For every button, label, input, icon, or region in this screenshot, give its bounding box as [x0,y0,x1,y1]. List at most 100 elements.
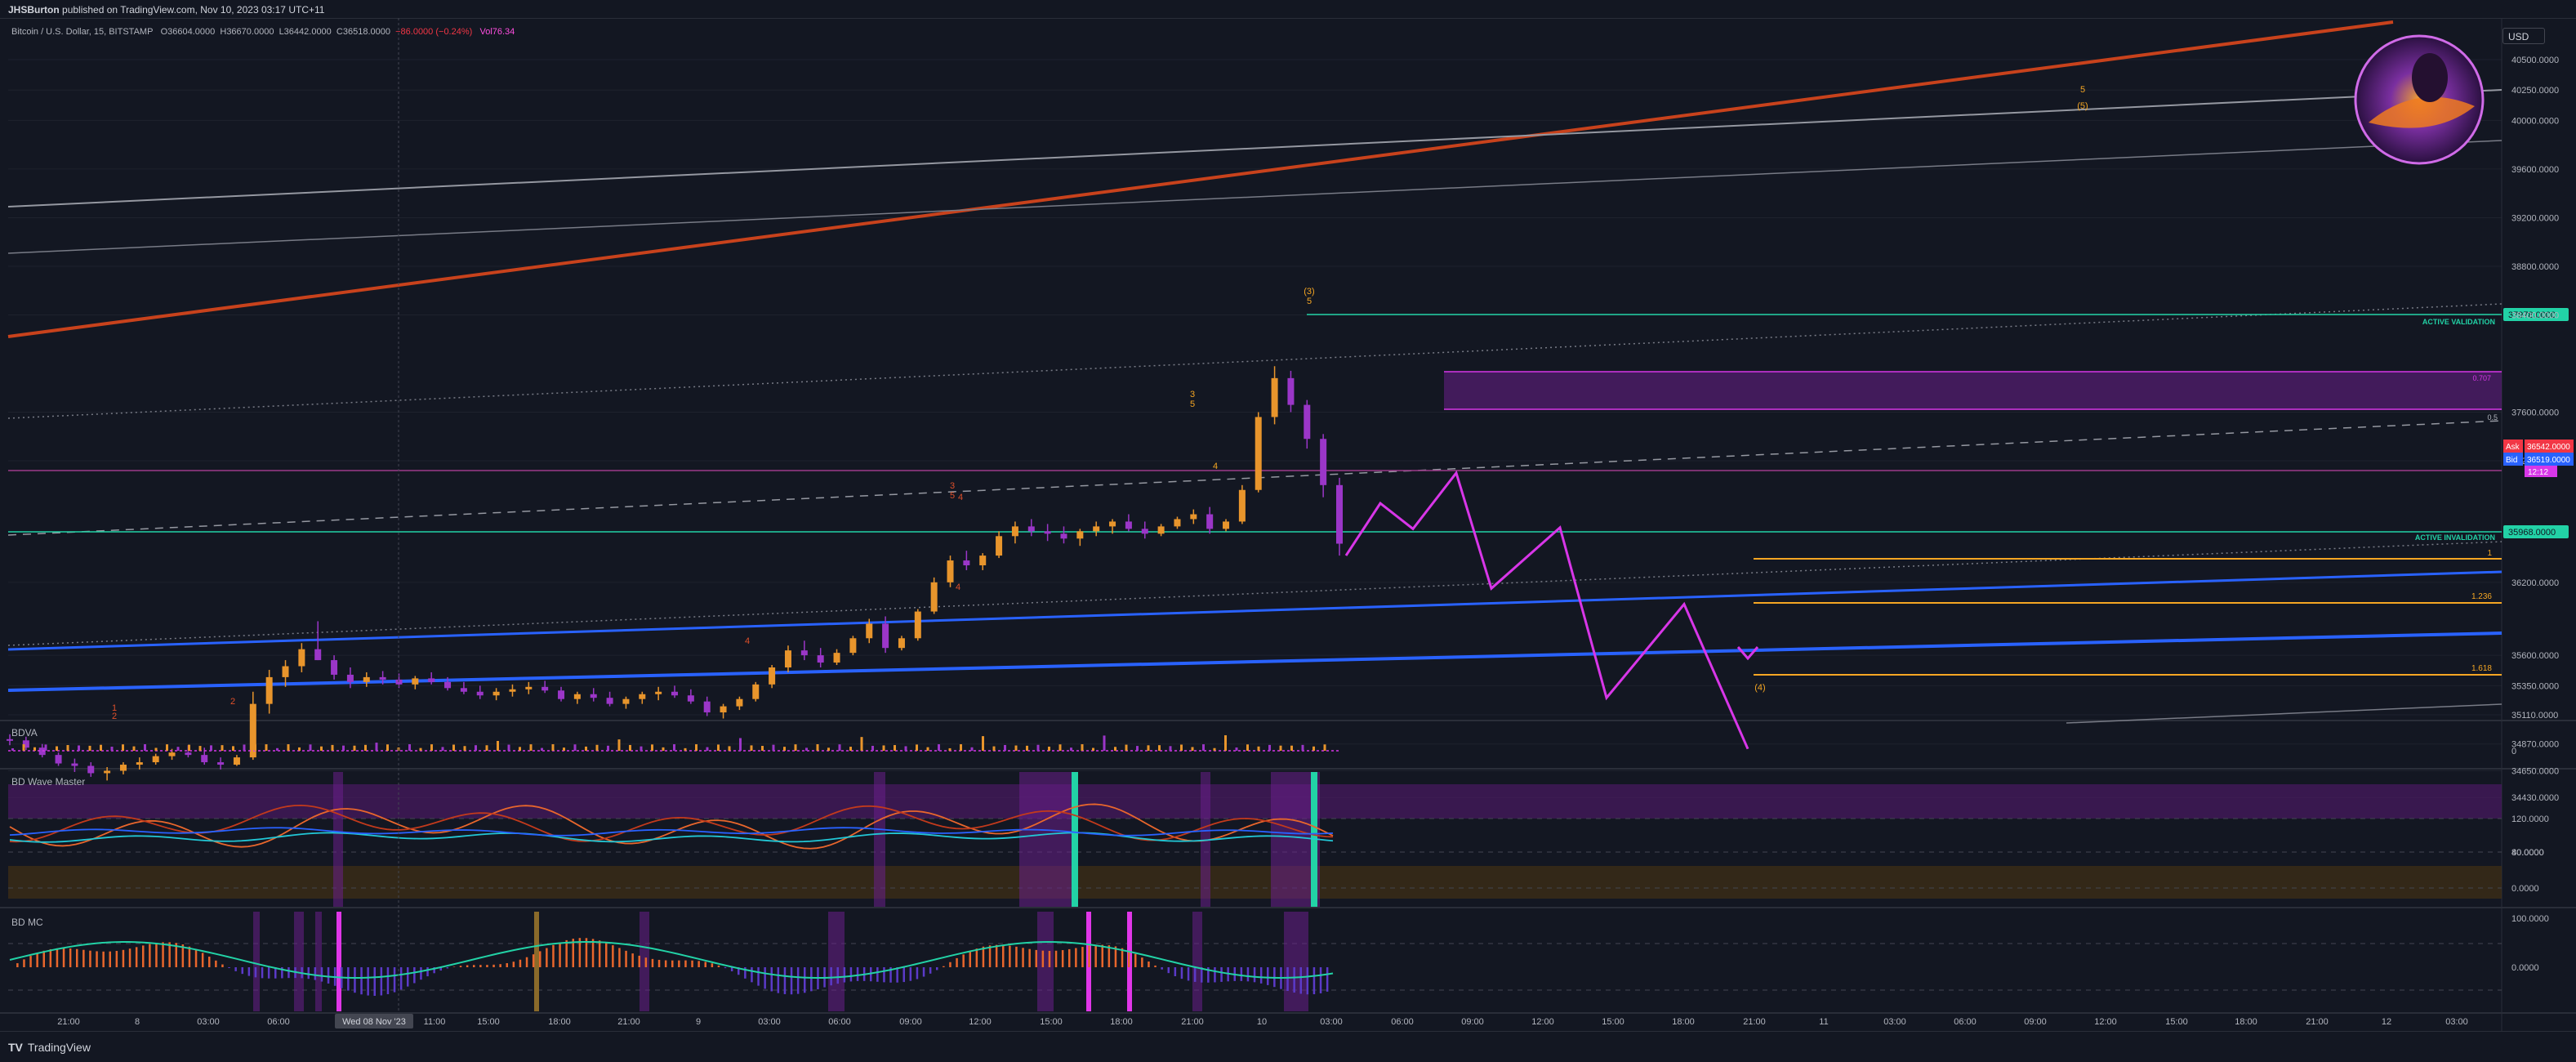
currency-button[interactable]: USD [2502,28,2545,44]
wave-label: 3 [1190,390,1195,399]
bdva-bar [132,746,136,751]
bdva-bar [1081,744,1084,751]
candle-body [1157,526,1165,534]
bdva-bar [1070,747,1072,751]
price-tick: 38400.0000 [2511,310,2559,320]
time-tick: 21:00 [2306,1017,2329,1027]
mc-bar [1180,967,1183,979]
tag-value: 36542.0000 [2527,443,2570,452]
bdva-bar [551,744,555,751]
symbol-title[interactable]: Bitcoin / U.S. Dollar, 15, BITSTAMP [11,27,154,37]
bdva-bar [717,744,720,751]
mc-bar [1187,967,1190,981]
mc-bar [757,967,760,986]
indicator-tick: 120.0000 [2511,814,2549,824]
mc-bar [175,943,177,967]
mc-bar [870,967,872,982]
bdva-bar [1147,745,1150,751]
wave-upper-band [8,784,2502,819]
mc-bar [234,967,237,971]
mc-bar [922,967,925,977]
mc-bar [122,949,125,967]
trend-lines [7,20,2502,724]
mc-bar [254,967,257,978]
bdva-bar [739,738,742,751]
mc-bar [988,945,992,967]
mc-highlight [294,912,304,1011]
candle-body [346,674,354,682]
mc-bar [744,967,747,979]
bdva-bar [519,747,521,751]
price-tick: 40000.0000 [2511,116,2559,126]
candle-body [541,686,549,691]
bdva-bar [805,747,808,751]
indicator-group [8,735,2502,1011]
mc-bar [1246,967,1250,982]
candle-body [558,690,565,699]
publisher-user[interactable]: JHSBurton [8,4,60,16]
mc-bar [678,960,680,967]
mc-bar [426,967,429,977]
candle-body [314,649,322,661]
bdva-bar [860,737,863,751]
tag-value-bg [2525,440,2574,453]
fib-label: 1.618 [2471,664,2492,673]
legend-volume: Vol76.34 [479,27,515,37]
indicator-label-bdva[interactable]: BDVA [11,727,38,738]
indicator-label-mc[interactable]: BD MC [11,917,43,928]
bdva-bar [772,744,775,751]
wave-label: 4 [958,493,963,502]
mc-bar [1075,948,1077,967]
mc-bar [1068,948,1071,967]
time-tick: 8 [135,1017,140,1027]
bdva-bar [871,745,874,751]
bdva-bar [56,746,58,751]
candle-body [898,638,905,649]
candle-body [1027,526,1035,532]
time-tick: 06:00 [1391,1017,1414,1027]
candle-body [1255,417,1262,490]
mc-bar [1081,947,1084,967]
tradingview-logo[interactable]: TV TradingView [8,1041,91,1054]
level-tag-text: 37978.0000 [2508,310,2556,320]
mc-bar [96,951,98,967]
indicator-label-wave[interactable]: BD Wave Master [11,776,86,788]
bdva-bar [1301,744,1304,751]
mc-bar [228,967,230,968]
tag-label: Bid [2506,456,2517,465]
bdva-bar [485,745,488,751]
grid-lines [8,59,2502,798]
mc-bar [1022,948,1024,967]
bdva-bar [176,747,180,751]
bdva-bar [926,747,929,751]
time-axis: 21:00 8 03:00 06:00 Wed 08 Nov '23 11:00 15:00… [57,18,2468,1029]
mc-bar [836,967,839,984]
bdva-bar [1036,744,1040,751]
mc-bar [181,944,185,967]
bdva-bar [1235,747,1238,751]
candle-body [185,752,192,756]
candle-body [622,698,630,704]
mc-bar [433,967,435,974]
candle-body [996,536,1003,556]
time-tick: 03:00 [197,1017,220,1027]
legend-change: −86.0000 (−0.24%) [395,27,473,37]
candle-body [1223,521,1230,529]
bdva-bar [144,744,146,751]
bdva-bar [706,747,709,751]
bdva-bar [827,747,830,751]
bdva-bar [982,736,984,751]
price-tick: 39600.0000 [2511,165,2559,175]
mc-bar [1280,967,1282,989]
bdva-bar [750,745,753,751]
mc-bar [1267,967,1269,985]
mc-bar [261,967,264,979]
mc-bar [1121,948,1124,967]
candle-body [492,691,500,696]
mc-bar [929,967,932,974]
mc-bar [333,967,336,986]
time-tick: 11 [1819,1017,1828,1027]
mc-bar [399,967,403,990]
mc-bar [1108,945,1111,967]
